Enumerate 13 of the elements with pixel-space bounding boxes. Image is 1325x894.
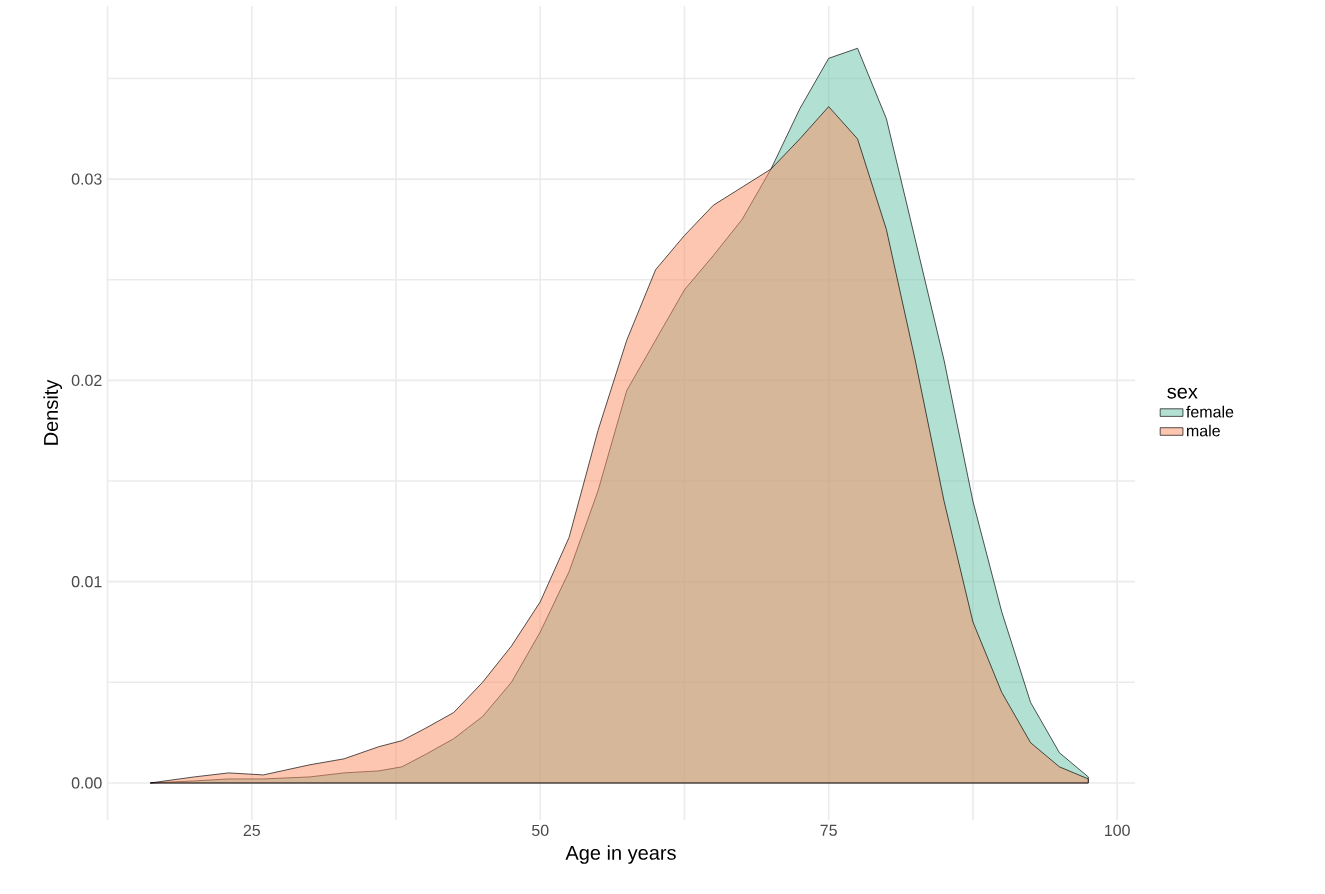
- y-tick-label: 0.01: [71, 576, 102, 588]
- x-axis-title: Age in years: [565, 845, 676, 864]
- x-tick-label: 25: [243, 824, 261, 837]
- x-tick-label: 50: [531, 824, 549, 837]
- y-tick-label: 0.03: [71, 173, 102, 185]
- x-tick-label: 100: [1105, 824, 1130, 837]
- x-tick-label: 75: [820, 824, 837, 836]
- y-tick-label: 0.00: [71, 777, 102, 789]
- y-tick-label: 0.02: [71, 374, 102, 387]
- legend-label: male: [1187, 424, 1220, 437]
- legend-title: sex: [1167, 387, 1198, 399]
- legend-label: female: [1186, 405, 1234, 418]
- y-axis-title: Density: [43, 379, 62, 445]
